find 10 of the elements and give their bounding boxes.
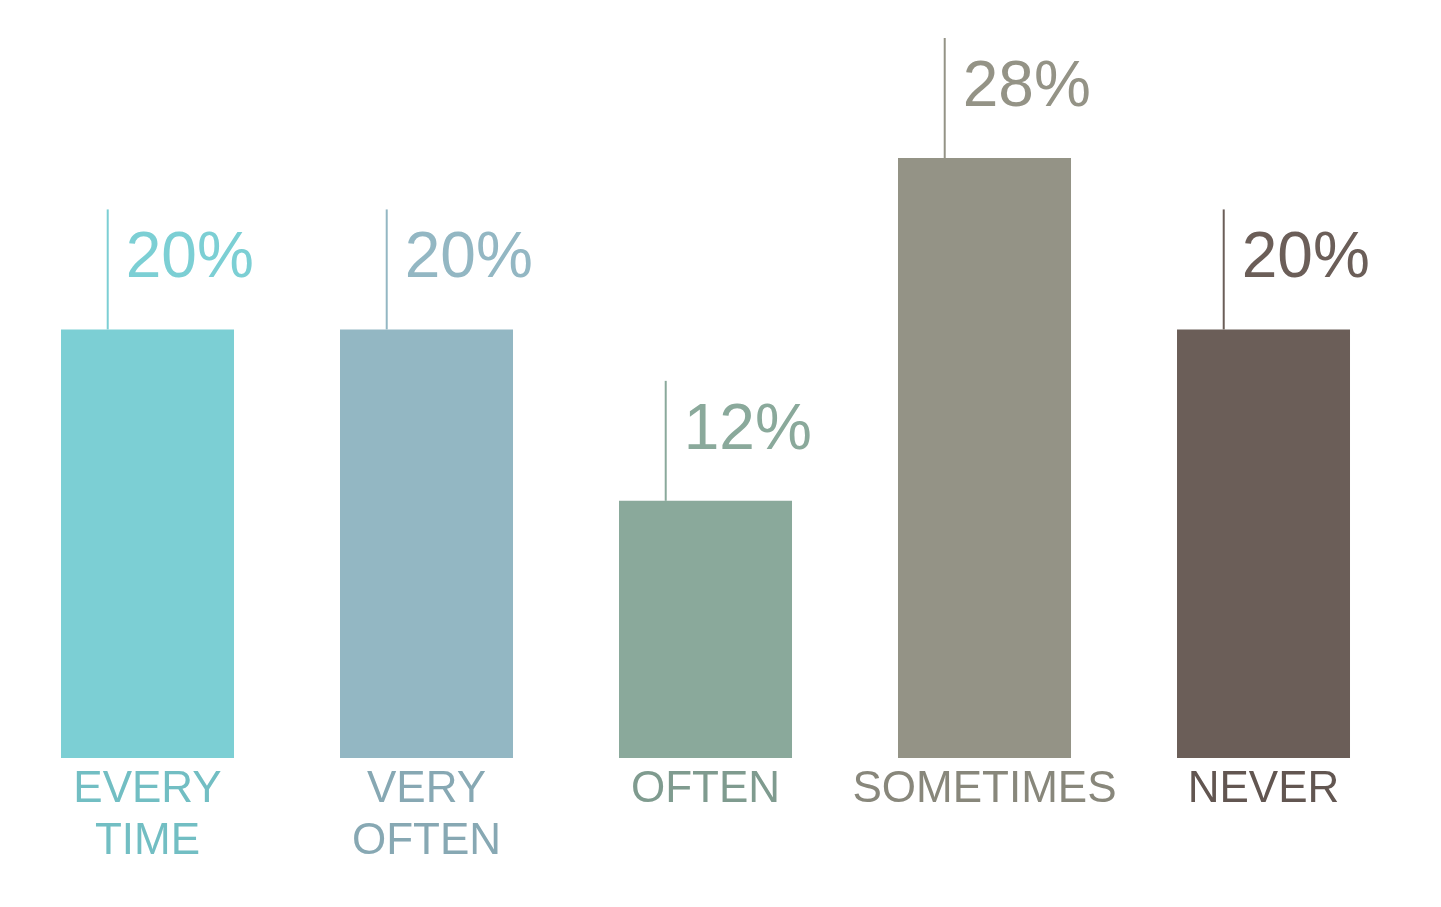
- data-label: 20%: [404, 219, 533, 292]
- data-label: 28%: [962, 48, 1091, 120]
- data-label: 20%: [125, 219, 254, 292]
- x-tick-label: EVERY TIME: [73, 762, 222, 863]
- x-tick-label: NEVER: [1187, 762, 1340, 811]
- data-label: 12%: [683, 390, 812, 463]
- x-tick-label: SOMETIMES: [852, 762, 1117, 811]
- x-tick-label: VERY OFTEN: [351, 762, 502, 863]
- data-label: 20%: [1241, 219, 1370, 292]
- x-tick-label: OFTEN: [630, 762, 781, 811]
